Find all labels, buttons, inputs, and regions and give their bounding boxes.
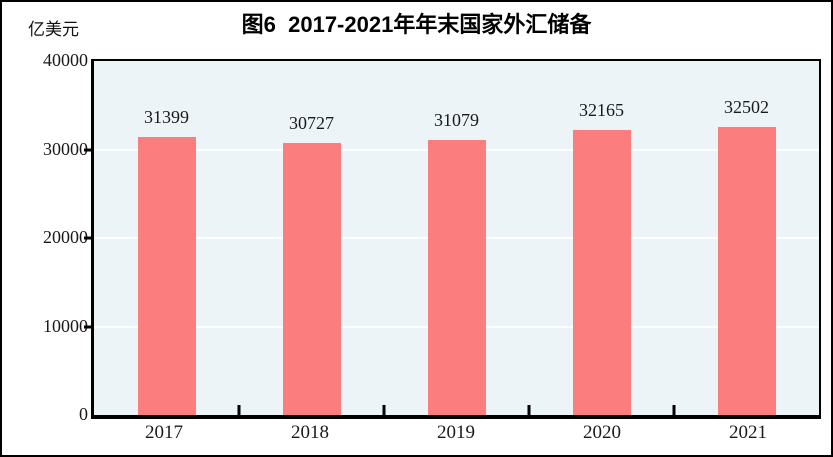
x-tick-mark: [237, 405, 241, 415]
y-tick-label: 20000: [43, 227, 88, 247]
bar-2021: 32502: [717, 98, 776, 415]
bar-2017: 31399: [137, 108, 196, 415]
bar-value-label: 32165: [579, 100, 624, 121]
bar-2019: 31079: [427, 111, 486, 415]
y-axis-unit-label: 亿美元: [28, 20, 79, 39]
plot-area: 31399 30727 31079 32165 32502: [91, 59, 821, 419]
x-tick-mark: [527, 405, 531, 415]
x-tick-mark: [672, 405, 676, 415]
x-category-label: 2017: [145, 422, 183, 443]
bar-value-label: 31079: [434, 109, 479, 130]
y-tick-mark: [84, 325, 91, 328]
x-axis-category-labels: 2017 2018 2019 2020 2021: [91, 423, 821, 442]
chart-title: 图6 2017-2021年年末国家外汇储备: [241, 12, 592, 37]
bar-value-label: 30727: [289, 113, 334, 134]
bar-value-label: 32502: [724, 97, 769, 118]
y-tick-mark: [84, 236, 91, 240]
y-axis-tick-labels: 0 10000 20000 30000 40000: [2, 51, 88, 423]
bar-2018: 30727: [282, 114, 341, 415]
x-category-label: 2021: [729, 422, 767, 443]
y-tick-label: 10000: [43, 315, 88, 336]
x-category-label: 2018: [291, 422, 329, 443]
bar-value-label: 31399: [144, 107, 189, 128]
x-tick-mark: [382, 405, 386, 415]
y-axis-tick-marks: [84, 61, 91, 415]
y-tick-label: 40000: [43, 50, 88, 70]
bar-2020: 32165: [572, 101, 631, 415]
x-category-label: 2019: [437, 422, 475, 443]
y-tick-mark: [84, 148, 91, 151]
y-tick-label: 30000: [43, 138, 88, 159]
x-category-label: 2020: [583, 422, 621, 443]
y-tick-label: 0: [79, 404, 88, 424]
